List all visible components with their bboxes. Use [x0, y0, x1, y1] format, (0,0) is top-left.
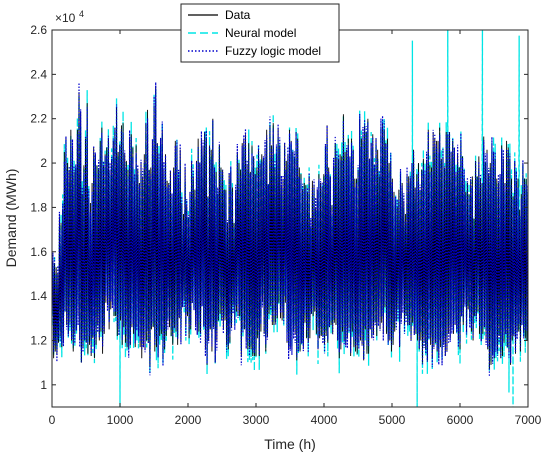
- y-tick-label: 1: [40, 378, 47, 392]
- y-tick-label: 2: [40, 156, 47, 170]
- x-tick-label: 0: [49, 413, 56, 427]
- x-tick-label: 5000: [379, 413, 406, 427]
- legend-label-neural: Neural model: [225, 26, 296, 40]
- x-tick-label: 4000: [311, 413, 338, 427]
- y-tick-label: 1.4: [30, 289, 47, 303]
- y-tick-label: 1.2: [30, 333, 47, 347]
- x-tick-label: 3000: [243, 413, 270, 427]
- y-tick-label: 1.6: [30, 245, 47, 259]
- series-layer: [52, 30, 528, 407]
- x-axis-label: Time (h): [264, 436, 316, 452]
- y-axis-label: Demand (MWh): [3, 169, 19, 268]
- y-axis: 1 1.2 1.4 1.6 1.8 2 2.2 2.4 2.6: [30, 23, 528, 392]
- y-tick-label: 1.8: [30, 200, 47, 214]
- y-tick-label: 2.4: [30, 67, 47, 81]
- legend-label-fuzzy: Fuzzy logic model: [225, 44, 321, 58]
- y-exponent-base: ×10: [55, 11, 76, 25]
- x-tick-label: 2000: [175, 413, 202, 427]
- legend-label-data: Data: [225, 8, 251, 22]
- x-tick-label: 1000: [107, 413, 134, 427]
- x-tick-label: 6000: [447, 413, 474, 427]
- y-tick-label: 2.2: [30, 112, 47, 126]
- y-exponent-power: 4: [79, 9, 84, 19]
- x-axis: 0 1000 2000 3000 4000 5000 6000 7000: [49, 30, 542, 427]
- y-tick-label: 2.6: [30, 23, 47, 37]
- legend: Data Neural model Fuzzy logic model: [180, 3, 340, 63]
- x-tick-label: 7000: [515, 413, 542, 427]
